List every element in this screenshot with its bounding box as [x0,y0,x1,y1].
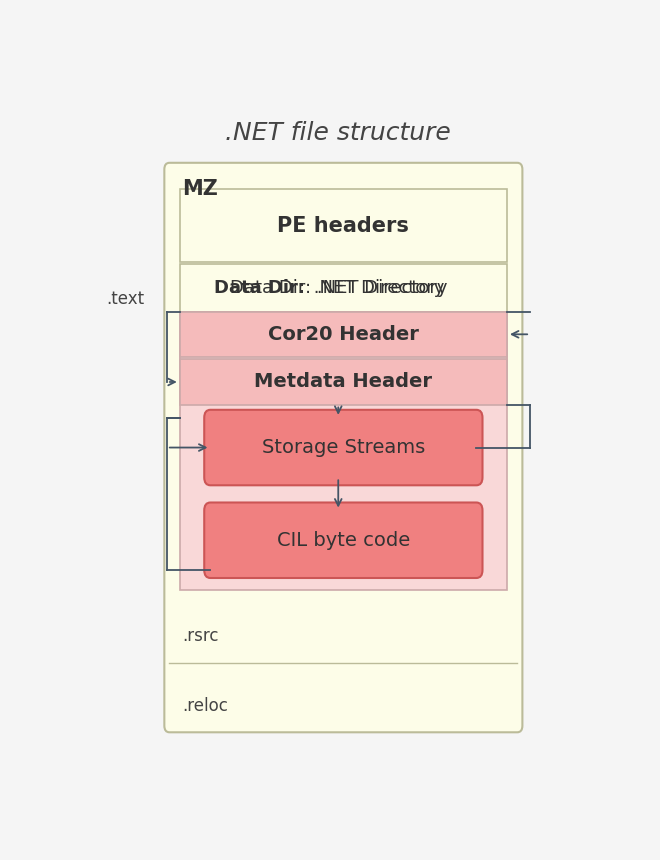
Bar [180,312,507,590]
Bar [180,264,507,312]
Text: Metdata Header: Metdata Header [254,372,432,391]
Bar [180,189,507,262]
Text: .rsrc: .rsrc [182,627,218,645]
Text: Data Dir: .NET Directory: Data Dir: .NET Directory [230,279,447,297]
FancyBboxPatch shape [204,410,482,485]
Bar [180,312,507,357]
Text: PE headers: PE headers [277,216,409,236]
Bar [180,359,507,404]
Text: Cor20 Header: Cor20 Header [268,325,419,344]
Text: Storage Streams: Storage Streams [262,438,425,457]
Text: CIL byte code: CIL byte code [277,531,410,550]
FancyBboxPatch shape [164,163,523,733]
Text: .text: .text [106,291,144,309]
Text: .NET Directory: .NET Directory [308,279,444,297]
Text: .reloc: .reloc [182,697,228,715]
Text: .NET file structure: .NET file structure [225,121,451,145]
Text: MZ: MZ [182,180,218,200]
FancyBboxPatch shape [204,502,482,578]
Text: Data Dir:: Data Dir: [214,279,305,297]
